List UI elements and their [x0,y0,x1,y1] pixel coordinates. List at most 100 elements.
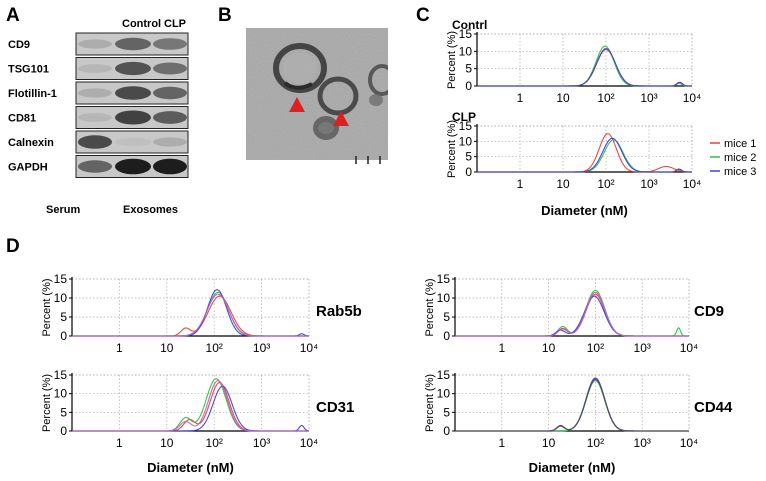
x-tick-label: 10³ [253,341,270,355]
x-tick-label: 10⁴ [680,436,699,450]
y-tick-label: 5 [443,310,450,324]
series-line-3 [72,289,310,337]
y-tick-label: 0 [60,329,67,343]
panel-letter-b: B [218,5,232,26]
y-tick-label: 10 [459,44,473,58]
x-tick-label: 10⁴ [300,436,319,450]
series-line-mice-1 [477,133,693,173]
x-tick-label: 1 [116,341,123,355]
x-tick-label: 10⁴ [683,177,702,191]
series-line-1 [477,49,692,87]
x-tick-label: 10 [160,436,174,450]
series-line-2 [477,45,692,87]
blot-label-cd81: CD81 [8,113,36,125]
y-tick-label: 15 [54,368,68,382]
blot-band [78,113,112,122]
blot-label-calnexin: Calnexin [8,137,54,149]
blot-band [78,135,112,149]
blot-band [78,160,112,173]
y-tick-label: 5 [465,62,472,76]
x-tick-label: 10⁴ [683,91,702,105]
y-tick-label: 0 [60,424,67,438]
y-axis-label: Percent (%) [41,278,53,336]
blot-band [153,111,187,124]
size-distribution-chart-d4: 0 5 10 15 1 10 10² 10³ 10⁴ Percent (%) CD44 Diamete… [424,368,733,475]
x-tick-label: 10 [556,177,570,191]
blot-band [115,86,151,100]
series-line-mice-3 [477,137,692,173]
x-tick-label: 10 [542,341,556,355]
x-tick-label: 10³ [253,436,270,450]
y-tick-label: 0 [465,79,472,93]
blot-band [153,86,187,100]
y-tick-label: 0 [465,165,472,179]
marker-label: CD31 [316,399,354,416]
x-tick-label: 10² [597,91,614,105]
marker-label: CD9 [694,303,724,320]
y-tick-label: 10 [54,291,68,305]
chart-title: CLP [452,110,476,124]
series-line-4 [72,380,309,432]
panel-letter-d: D [6,236,20,257]
x-tick-label: 10³ [640,177,657,191]
y-tick-label: 5 [60,310,67,324]
series-line-1 [72,295,309,337]
size-distribution-chart-c1: 0 5 10 15 1 10 10² 10³ 10⁴ Percent (%)Contrl [446,18,701,105]
series-line-2 [455,289,689,337]
y-tick-label: 0 [443,329,450,343]
x-tick-label: 10⁴ [300,341,319,355]
blot-label-flotillin-1: Flotillin-1 [8,88,57,100]
y-axis-label: Percent (%) [41,374,53,432]
x-tick-label: 10 [160,341,174,355]
x-tick-label: 10² [587,341,604,355]
blot-band [115,110,151,125]
vesicle-arrow-icon [333,111,349,126]
x-tick-label: 1 [498,436,505,450]
y-tick-label: 10 [437,387,451,401]
y-axis-label: Percent (%) [446,31,458,89]
y-tick-label: 10 [54,387,68,401]
y-axis-label: Percent (%) [446,120,458,178]
series-line-1 [455,378,689,432]
blot-band [115,158,151,175]
y-tick-label: 10 [459,134,473,148]
blot-label-gapdh: GAPDH [8,162,48,174]
x-tick-label: 1 [116,436,123,450]
x-tick-label: 1 [517,177,524,191]
size-distribution-chart-d1: 0 5 10 15 1 10 10² 10³ 10⁴ Percent (%) Rab5b [41,272,362,355]
y-tick-label: 5 [60,405,67,419]
legend-entry: mice 2 [724,152,756,164]
y-tick-label: 15 [459,119,473,133]
marker-label: CD44 [694,399,733,416]
x-tick-label: 1 [498,341,505,355]
x-tick-label: 10² [206,436,223,450]
series-line-3 [477,47,692,87]
series-line-4 [72,293,309,337]
blot-label-cd9: CD9 [8,39,30,51]
vesicle-arrow-icon [289,97,305,112]
x-axis-label: Diameter (nM) [529,460,616,475]
lane-header-clp: CLP [164,18,186,30]
series-line-3 [455,295,689,337]
x-axis-label: Diameter (nM) [541,203,628,218]
tem-micrograph [246,28,388,164]
blot-band [153,158,187,175]
blot-band [115,61,151,76]
x-tick-label: 10 [556,91,570,105]
blot-band [115,37,151,51]
legend-entry: mice 1 [724,138,756,150]
chart-title: Contrl [452,18,487,32]
sample-label-serum: Serum [46,204,80,216]
y-tick-label: 10 [437,291,451,305]
blot-band [78,64,112,73]
lane-header-control: Control [122,18,161,30]
x-tick-label: 10² [206,341,223,355]
blot-band [115,137,151,147]
scale-bar [355,156,381,164]
western-blot-panel: Control CLP CD9 TSG101 Flotillin-1 CD81 Caln… [8,18,189,216]
size-distribution-chart-d3: 0 5 10 15 1 10 10² 10³ 10⁴ Percent (%) CD31 Diamete… [41,368,354,475]
sample-label-exosomes: Exosomes [123,204,178,216]
x-tick-label: 10³ [634,341,651,355]
